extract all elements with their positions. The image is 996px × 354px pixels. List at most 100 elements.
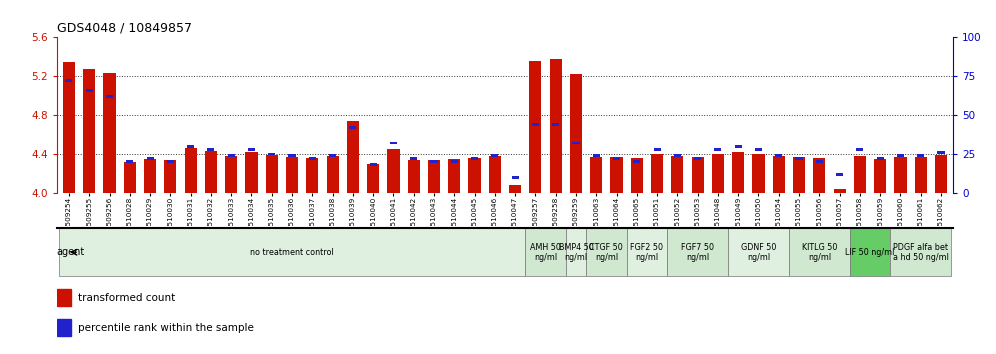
Bar: [935, 155, 947, 193]
Bar: [752, 154, 765, 193]
Bar: [890, 228, 951, 276]
Bar: [613, 157, 621, 160]
Bar: [66, 79, 73, 82]
Bar: [586, 228, 626, 276]
Text: FGF2 50
ng/ml: FGF2 50 ng/ml: [630, 242, 663, 262]
Bar: [552, 123, 559, 126]
Bar: [896, 154, 904, 157]
Bar: [266, 155, 278, 193]
Bar: [857, 148, 864, 151]
Bar: [671, 156, 683, 193]
Bar: [532, 123, 539, 126]
Bar: [651, 154, 663, 193]
Bar: [876, 157, 883, 160]
Text: agent: agent: [57, 247, 85, 257]
Bar: [573, 142, 580, 144]
Bar: [451, 160, 458, 163]
Bar: [694, 157, 701, 160]
Text: CTGF 50
ng/ml: CTGF 50 ng/ml: [590, 242, 623, 262]
Bar: [57, 289, 71, 306]
Bar: [468, 158, 481, 193]
Bar: [712, 154, 724, 193]
Bar: [187, 145, 194, 148]
Bar: [329, 154, 336, 157]
Bar: [793, 157, 805, 193]
Text: AMH 50
ng/ml: AMH 50 ng/ml: [530, 242, 561, 262]
Bar: [714, 148, 721, 151]
Bar: [228, 154, 235, 157]
Bar: [874, 159, 886, 193]
Bar: [591, 157, 603, 193]
Bar: [83, 69, 96, 193]
Text: FGF7 50
ng/ml: FGF7 50 ng/ml: [681, 242, 714, 262]
Bar: [387, 149, 399, 193]
Bar: [126, 160, 133, 163]
Bar: [309, 157, 316, 160]
Bar: [816, 160, 823, 163]
Text: KITLG 50
ng/ml: KITLG 50 ng/ml: [802, 242, 837, 262]
Bar: [63, 62, 75, 193]
Bar: [914, 157, 927, 193]
Bar: [144, 159, 156, 193]
Bar: [327, 156, 339, 193]
Bar: [489, 156, 501, 193]
Text: GDNF 50
ng/ml: GDNF 50 ng/ml: [741, 242, 776, 262]
Bar: [633, 160, 640, 163]
Bar: [512, 176, 519, 179]
Bar: [248, 148, 255, 151]
Bar: [207, 148, 214, 151]
Bar: [370, 164, 376, 166]
Bar: [850, 228, 890, 276]
Bar: [164, 160, 176, 193]
Bar: [732, 152, 744, 193]
Bar: [471, 157, 478, 160]
Bar: [166, 160, 174, 163]
Bar: [691, 157, 704, 193]
Bar: [407, 160, 419, 193]
Bar: [917, 154, 924, 157]
Text: BMP4 50
ng/ml: BMP4 50 ng/ml: [559, 242, 594, 262]
Bar: [796, 157, 803, 160]
Bar: [735, 145, 742, 148]
Bar: [350, 126, 357, 129]
Bar: [674, 154, 681, 157]
Bar: [184, 148, 196, 193]
Bar: [653, 148, 660, 151]
Bar: [836, 173, 844, 176]
Bar: [509, 185, 521, 193]
Bar: [937, 151, 944, 154]
Bar: [430, 160, 437, 163]
Bar: [59, 228, 525, 276]
Bar: [225, 156, 237, 193]
Bar: [286, 157, 298, 193]
Bar: [814, 158, 826, 193]
Bar: [268, 153, 275, 155]
Bar: [347, 121, 359, 193]
Bar: [775, 154, 782, 157]
Bar: [773, 156, 785, 193]
Bar: [570, 74, 582, 193]
Bar: [491, 154, 498, 157]
Bar: [205, 151, 217, 193]
Bar: [106, 95, 114, 98]
Bar: [834, 189, 846, 193]
Text: percentile rank within the sample: percentile rank within the sample: [78, 323, 254, 333]
Bar: [245, 152, 258, 193]
Bar: [667, 228, 728, 276]
Text: no treatment control: no treatment control: [250, 248, 334, 257]
Bar: [611, 157, 622, 193]
Bar: [306, 158, 319, 193]
Bar: [146, 157, 153, 160]
Bar: [289, 154, 296, 157]
Bar: [894, 157, 906, 193]
Bar: [728, 228, 789, 276]
Bar: [630, 158, 642, 193]
Bar: [389, 142, 397, 144]
Bar: [57, 319, 71, 336]
Bar: [410, 157, 417, 160]
Bar: [854, 156, 866, 193]
Bar: [86, 89, 93, 92]
Bar: [755, 148, 762, 151]
Bar: [593, 154, 600, 157]
Bar: [368, 164, 379, 193]
